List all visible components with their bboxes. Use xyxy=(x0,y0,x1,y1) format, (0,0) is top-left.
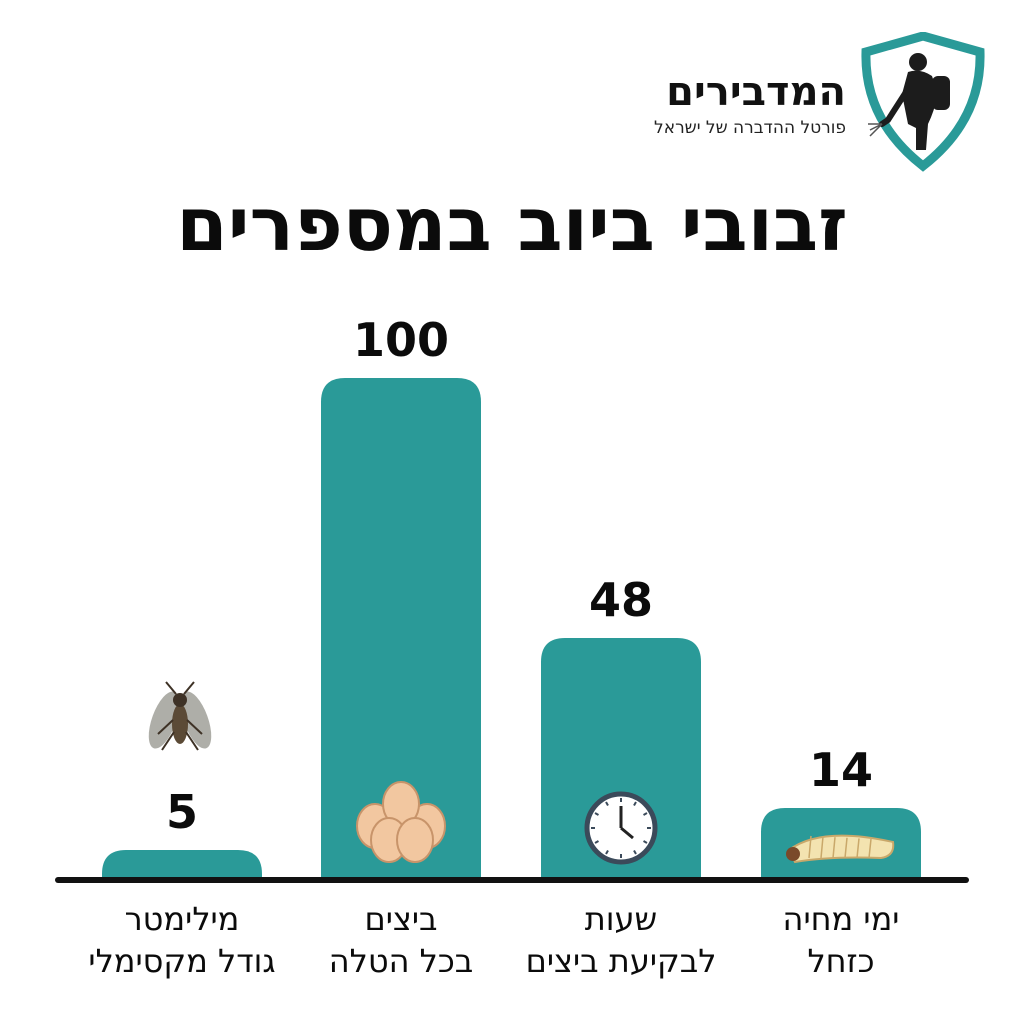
bar xyxy=(541,638,701,878)
category-label: מילימטר xyxy=(125,900,240,938)
clock-icon xyxy=(584,791,658,865)
bar-group: 14 ימי מחיה כזחל xyxy=(761,743,921,980)
brand-logo: המדבירים פורטל ההדברה של ישראל xyxy=(628,32,988,172)
data-label: 14 xyxy=(809,743,873,797)
bar xyxy=(102,850,262,878)
bar xyxy=(321,378,481,878)
brand-name: המדבירים xyxy=(666,69,846,115)
category-label: שעות xyxy=(585,900,657,938)
category-label: גודל מקסימלי xyxy=(88,942,275,980)
shield-exterminator-icon xyxy=(861,32,985,172)
eggs-icon xyxy=(356,781,446,863)
chart-title: זבובי ביוב במספרים xyxy=(176,182,848,268)
data-label: 5 xyxy=(166,785,198,839)
brand-tagline: פורטל ההדברה של ישראל xyxy=(654,118,846,138)
category-label: כזחל xyxy=(807,942,874,980)
bar-group: 100 ביצים בכל הטלה xyxy=(321,313,481,980)
larva-icon xyxy=(786,834,895,864)
bar-group: 48 שעות לבקיעת ביצים xyxy=(526,573,717,980)
bar-group: 5 מילימטר גודל מקסימלי xyxy=(88,785,275,980)
category-label: ביצים xyxy=(364,900,437,938)
fly-icon xyxy=(148,681,212,751)
data-label: 48 xyxy=(589,573,653,627)
category-label: בכל הטלה xyxy=(329,942,474,980)
category-label: לבקיעת ביצים xyxy=(526,942,717,980)
category-label: ימי מחיה xyxy=(783,900,900,938)
data-label: 100 xyxy=(353,313,449,367)
